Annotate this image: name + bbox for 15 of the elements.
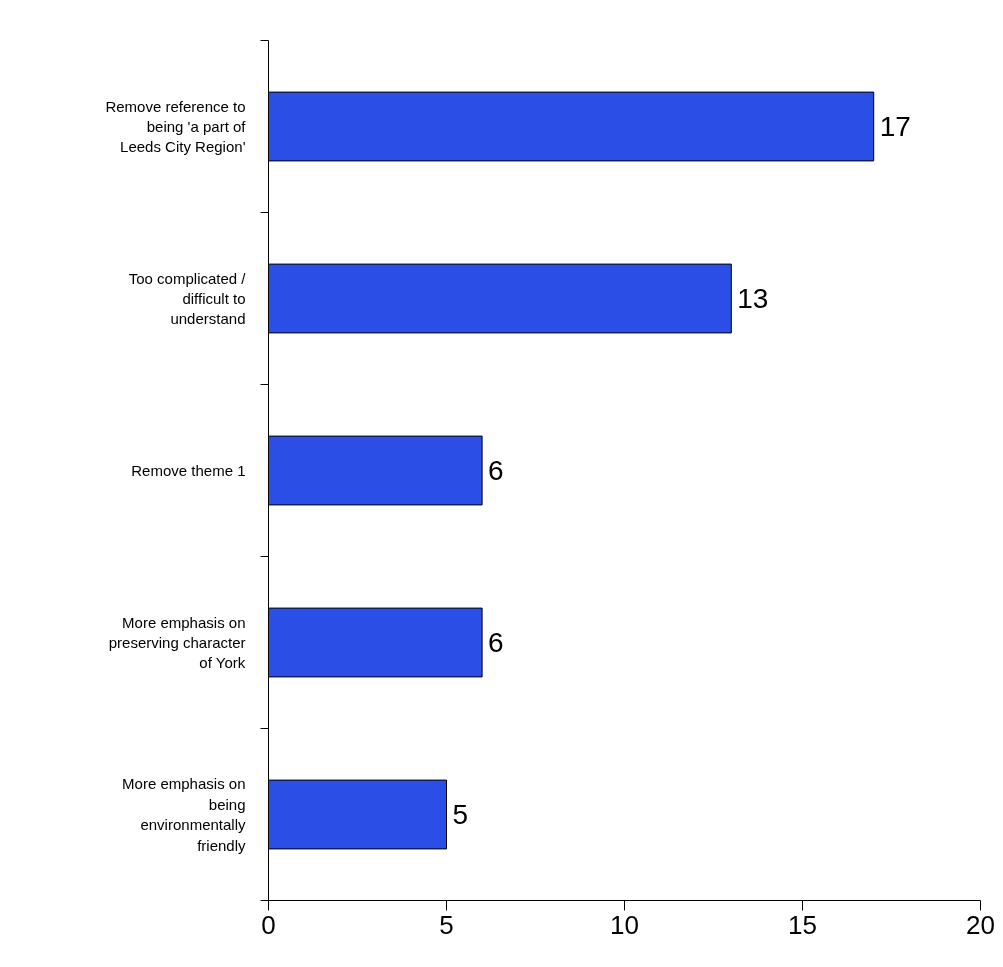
y-tick-label: More emphasis on being environmentally friendly bbox=[122, 775, 246, 854]
y-tick-label: Remove theme 1 bbox=[131, 462, 246, 479]
x-tick-label: 5 bbox=[439, 909, 454, 940]
y-tick-label: Too complicated / difficult to understand bbox=[128, 269, 247, 328]
x-tick-label: 20 bbox=[966, 909, 995, 940]
x-tick-label: 0 bbox=[261, 909, 276, 940]
data-label: 6 bbox=[488, 627, 504, 658]
data-label: 6 bbox=[488, 455, 504, 486]
x-tick-label: 15 bbox=[788, 909, 817, 940]
data-label: 17 bbox=[879, 111, 911, 142]
y-tick-label: More emphasis on preserving character of York bbox=[108, 613, 246, 672]
y-tick-label: Remove reference to being 'a part of Leeds City Region' bbox=[105, 97, 247, 156]
x-tick-label: 10 bbox=[610, 909, 639, 940]
data-label: 13 bbox=[737, 283, 769, 314]
data-label: 5 bbox=[452, 799, 469, 830]
